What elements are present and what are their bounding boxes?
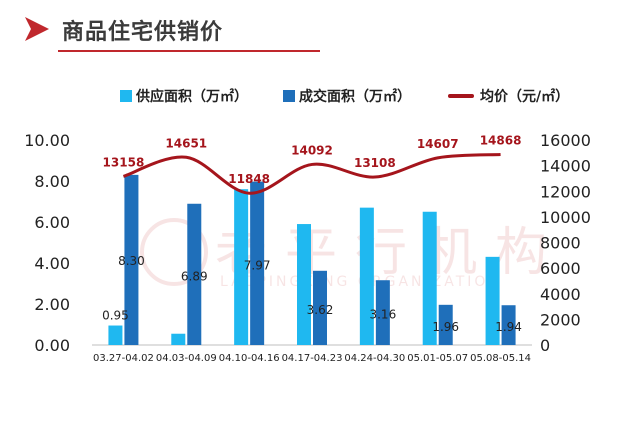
bar-supply <box>422 211 437 345</box>
bar-supply <box>485 256 500 345</box>
chevron-right-icon <box>25 17 49 41</box>
data-label-price: 14868 <box>480 134 522 148</box>
y-left-tick-label: 4.00 <box>34 254 70 273</box>
y-left-tick-label: 8.00 <box>34 172 70 191</box>
x-tick-label: 05.01-05.07 <box>407 353 468 364</box>
y-right-tick-label: 4000 <box>540 285 581 304</box>
data-label-supply: 0.95 <box>102 309 129 323</box>
data-label-deal: 3.62 <box>307 303 334 317</box>
price-line <box>122 153 501 195</box>
bar-deal <box>124 174 139 345</box>
legend-label-deal: 成交面积（万㎡） <box>299 89 411 105</box>
bar-deal <box>187 203 202 345</box>
bar-supply <box>297 224 311 345</box>
slide-header: 商品住宅供销价 <box>0 0 640 60</box>
y-right-tick-label: 6000 <box>540 259 581 278</box>
bar-deal <box>438 304 453 345</box>
data-label-price: 14092 <box>291 143 333 157</box>
page-title: 商品住宅供销价 <box>62 20 224 45</box>
chart-legend: 供应面积（万㎡） 成交面积（万㎡） 均价（元/㎡） <box>0 86 640 108</box>
legend-swatch-deal <box>283 90 295 102</box>
x-tick-label: 04.03-04.09 <box>156 353 217 364</box>
data-label-price: 13108 <box>354 156 396 170</box>
bar-supply <box>171 333 186 345</box>
bar-supply <box>108 325 123 345</box>
y-left-tick-label: 0.00 <box>34 336 70 355</box>
data-label-price: 14651 <box>165 136 207 150</box>
y-right-tick-label: 2000 <box>540 310 581 329</box>
y-right-tick-label: 10000 <box>540 208 591 227</box>
bar-deal <box>375 280 390 345</box>
bar-supply <box>359 207 374 345</box>
bar-deal <box>313 270 327 345</box>
y-right-tick-label: 14000 <box>540 157 591 176</box>
title-underline <box>58 50 320 52</box>
legend-label-supply: 供应面积（万㎡） <box>136 89 248 105</box>
data-label-deal: 1.94 <box>495 320 522 334</box>
legend-item-supply: 供应面积（万㎡） <box>120 86 248 106</box>
y-left-tick-label: 2.00 <box>34 295 70 314</box>
legend-swatch-supply <box>120 90 132 102</box>
y-right-tick-label: 12000 <box>540 182 591 201</box>
data-label-price: 11848 <box>228 172 270 186</box>
bar-deal <box>250 181 265 345</box>
x-tick-label: 04.17-04.23 <box>282 353 343 364</box>
data-label-deal: 7.97 <box>244 258 271 272</box>
data-label-price: 14607 <box>417 137 459 151</box>
legend-item-deal: 成交面积（万㎡） <box>283 86 411 106</box>
data-label-deal: 6.89 <box>181 269 208 283</box>
y-right-tick-label: 16000 <box>540 131 591 150</box>
x-tick-label: 04.24-04.30 <box>344 353 405 364</box>
y-left-tick-label: 6.00 <box>34 213 70 232</box>
data-label-deal: 8.30 <box>118 254 145 268</box>
legend-label-price: 均价（元/㎡） <box>480 89 570 105</box>
y-right-tick-label: 8000 <box>540 234 581 253</box>
data-label-price: 13158 <box>103 155 145 169</box>
legend-swatch-price <box>448 94 474 98</box>
y-left-tick-label: 10.00 <box>24 131 70 150</box>
data-label-deal: 1.96 <box>432 320 459 334</box>
x-tick-label: 03.27-04.02 <box>93 353 154 364</box>
legend-item-price: 均价（元/㎡） <box>448 86 569 106</box>
x-tick-label: 05.08-05.14 <box>470 353 531 364</box>
bar-supply <box>234 189 249 345</box>
bar-deal <box>501 305 516 345</box>
x-tick-label: 04.10-04.16 <box>219 353 280 364</box>
y-right-tick-label: 0 <box>540 336 550 355</box>
data-label-deal: 3.16 <box>369 308 396 322</box>
